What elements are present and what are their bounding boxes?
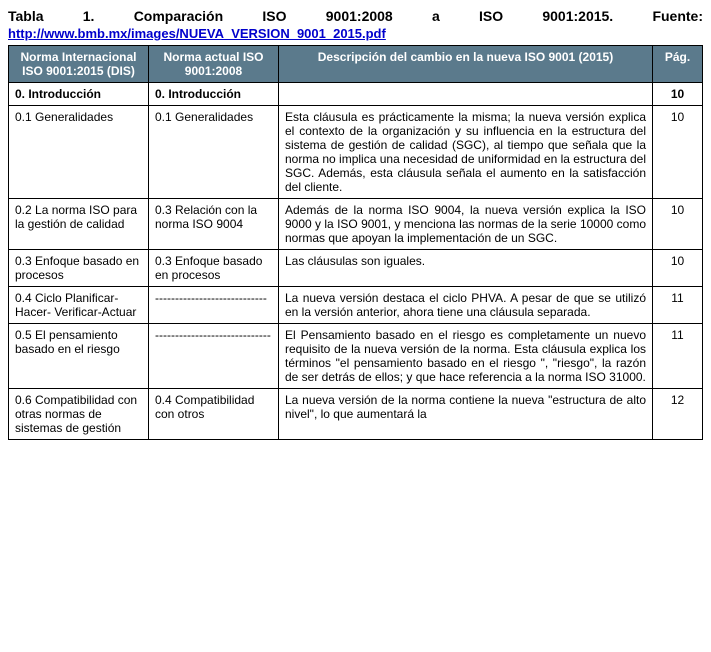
cell-c2: 0.3 Enfoque basado en procesos — [149, 250, 279, 287]
cell-c1: 0.2 La norma ISO para la gestión de cali… — [9, 199, 149, 250]
cell-c4: 11 — [653, 287, 703, 324]
header-col3: Descripción del cambio en la nueva ISO 9… — [279, 46, 653, 83]
cell-c2: 0.3 Relación con la norma ISO 9004 — [149, 199, 279, 250]
cell-c2: ---------------------------- — [149, 287, 279, 324]
cell-c3: La nueva versión destaca el ciclo PHVA. … — [279, 287, 653, 324]
cell-c4: 11 — [653, 324, 703, 389]
section-row: 0. Introducción 0. Introducción 10 — [9, 83, 703, 106]
section-c2: 0. Introducción — [149, 83, 279, 106]
header-col2: Norma actual ISO 9001:2008 — [149, 46, 279, 83]
section-c3 — [279, 83, 653, 106]
table-caption: Tabla 1. Comparación ISO 9001:2008 a ISO… — [8, 8, 703, 24]
cell-c1: 0.6 Compatibilidad con otras normas de s… — [9, 389, 149, 440]
cell-c2: ----------------------------- — [149, 324, 279, 389]
cell-c2: 0.4 Compatibilidad con otros — [149, 389, 279, 440]
table-row: 0.6 Compatibilidad con otras normas de s… — [9, 389, 703, 440]
cell-c4: 10 — [653, 199, 703, 250]
cell-c1: 0.1 Generalidades — [9, 106, 149, 199]
cell-c3: El Pensamiento basado en el riesgo es co… — [279, 324, 653, 389]
cell-c1: 0.5 El pensamiento basado en el riesgo — [9, 324, 149, 389]
cell-c1: 0.4 Ciclo Planificar-Hacer- Verificar-Ac… — [9, 287, 149, 324]
table-row: 0.4 Ciclo Planificar-Hacer- Verificar-Ac… — [9, 287, 703, 324]
cell-c4: 12 — [653, 389, 703, 440]
cell-c1: 0.3 Enfoque basado en procesos — [9, 250, 149, 287]
table-row: 0.5 El pensamiento basado en el riesgo -… — [9, 324, 703, 389]
cell-c3: Esta cláusula es prácticamente la misma;… — [279, 106, 653, 199]
table-row: 0.1 Generalidades 0.1 Generalidades Esta… — [9, 106, 703, 199]
cell-c3: La nueva versión de la norma contiene la… — [279, 389, 653, 440]
table-header-row: Norma Internacional ISO 9001:2015 (DIS) … — [9, 46, 703, 83]
table-row: 0.3 Enfoque basado en procesos 0.3 Enfoq… — [9, 250, 703, 287]
comparison-table: Norma Internacional ISO 9001:2015 (DIS) … — [8, 45, 703, 440]
table-row: 0.2 La norma ISO para la gestión de cali… — [9, 199, 703, 250]
cell-c3: Las cláusulas son iguales. — [279, 250, 653, 287]
section-c4: 10 — [653, 83, 703, 106]
cell-c2: 0.1 Generalidades — [149, 106, 279, 199]
section-c1: 0. Introducción — [9, 83, 149, 106]
cell-c4: 10 — [653, 106, 703, 199]
header-col4: Pág. — [653, 46, 703, 83]
cell-c3: Además de la norma ISO 9004, la nueva ve… — [279, 199, 653, 250]
source-link[interactable]: http://www.bmb.mx/images/NUEVA_VERSION_9… — [8, 26, 703, 41]
header-col1: Norma Internacional ISO 9001:2015 (DIS) — [9, 46, 149, 83]
cell-c4: 10 — [653, 250, 703, 287]
